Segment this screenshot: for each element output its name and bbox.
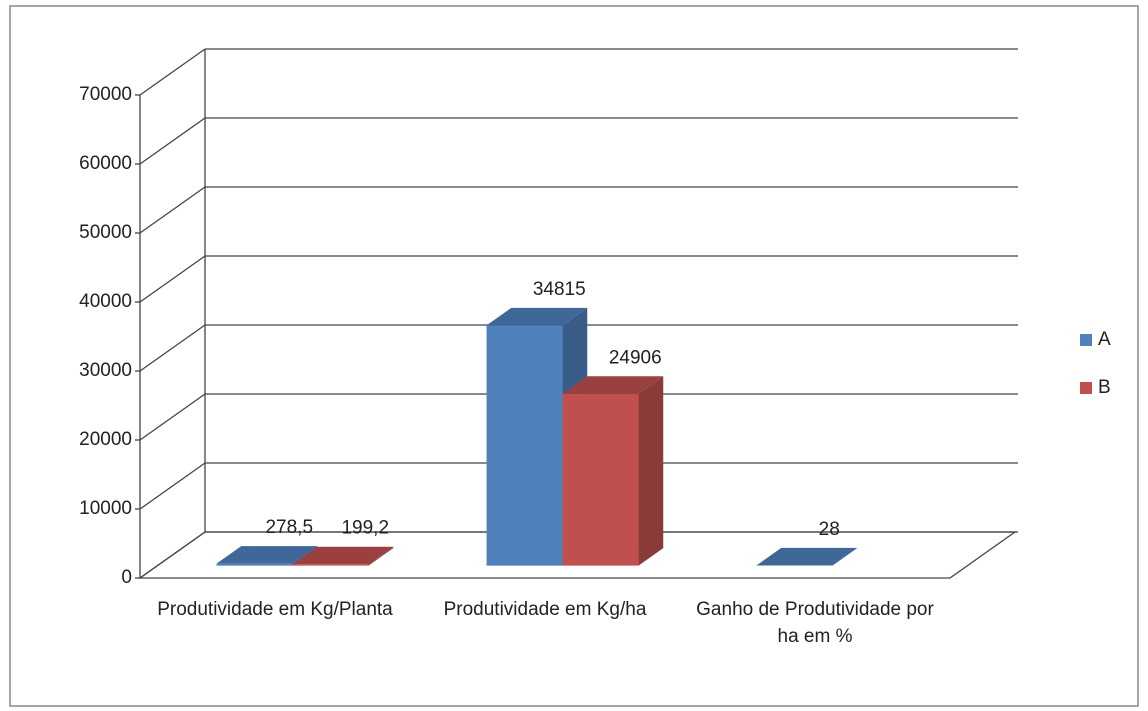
bar-front [216, 563, 293, 566]
grid-line [139, 393, 206, 441]
x-tick-label: Ganho de Produtividade por ha em % [696, 599, 934, 647]
bar [756, 547, 858, 566]
legend-swatch [1080, 382, 1092, 394]
bar-top [216, 546, 318, 564]
y-tick-label: 0 [121, 567, 132, 588]
grid-line [139, 462, 206, 510]
data-label: 28 [819, 519, 840, 540]
grid-line [139, 531, 206, 579]
y-tick-label: 50000 [79, 222, 132, 243]
bar-front [562, 393, 639, 566]
bar [562, 376, 664, 566]
bar-front [486, 325, 563, 566]
data-label: 24906 [609, 347, 662, 368]
y-tick-label: 70000 [79, 84, 132, 105]
grid-line [139, 186, 206, 234]
bar-front [292, 564, 369, 566]
grid-line [139, 117, 206, 165]
bar-side [638, 376, 664, 566]
x-tick-label: Produtividade em Kg/Planta [157, 599, 393, 620]
grid-line [139, 255, 206, 303]
bar-top [562, 376, 664, 394]
bar-top [756, 547, 858, 566]
y-tick-label: 20000 [79, 429, 132, 450]
x-tick-label: Produtividade em Kg/ha [443, 599, 647, 620]
legend-label: A [1098, 329, 1111, 350]
bar-side [832, 547, 858, 566]
y-tick-label: 30000 [79, 360, 132, 381]
bar-top [486, 307, 588, 326]
data-label: 278,5 [265, 517, 313, 538]
data-label: 34815 [533, 279, 586, 300]
legend-swatch [1080, 334, 1092, 346]
y-tick-label: 10000 [79, 498, 132, 519]
bar-side [368, 546, 394, 566]
bar-top [292, 546, 394, 565]
grid-line [139, 48, 206, 96]
bar [292, 546, 394, 566]
legend-label: B [1098, 377, 1111, 398]
grid-line [139, 324, 206, 372]
y-tick-label: 60000 [79, 153, 132, 174]
y-tick-label: 40000 [79, 291, 132, 312]
data-label: 199,2 [341, 518, 389, 539]
